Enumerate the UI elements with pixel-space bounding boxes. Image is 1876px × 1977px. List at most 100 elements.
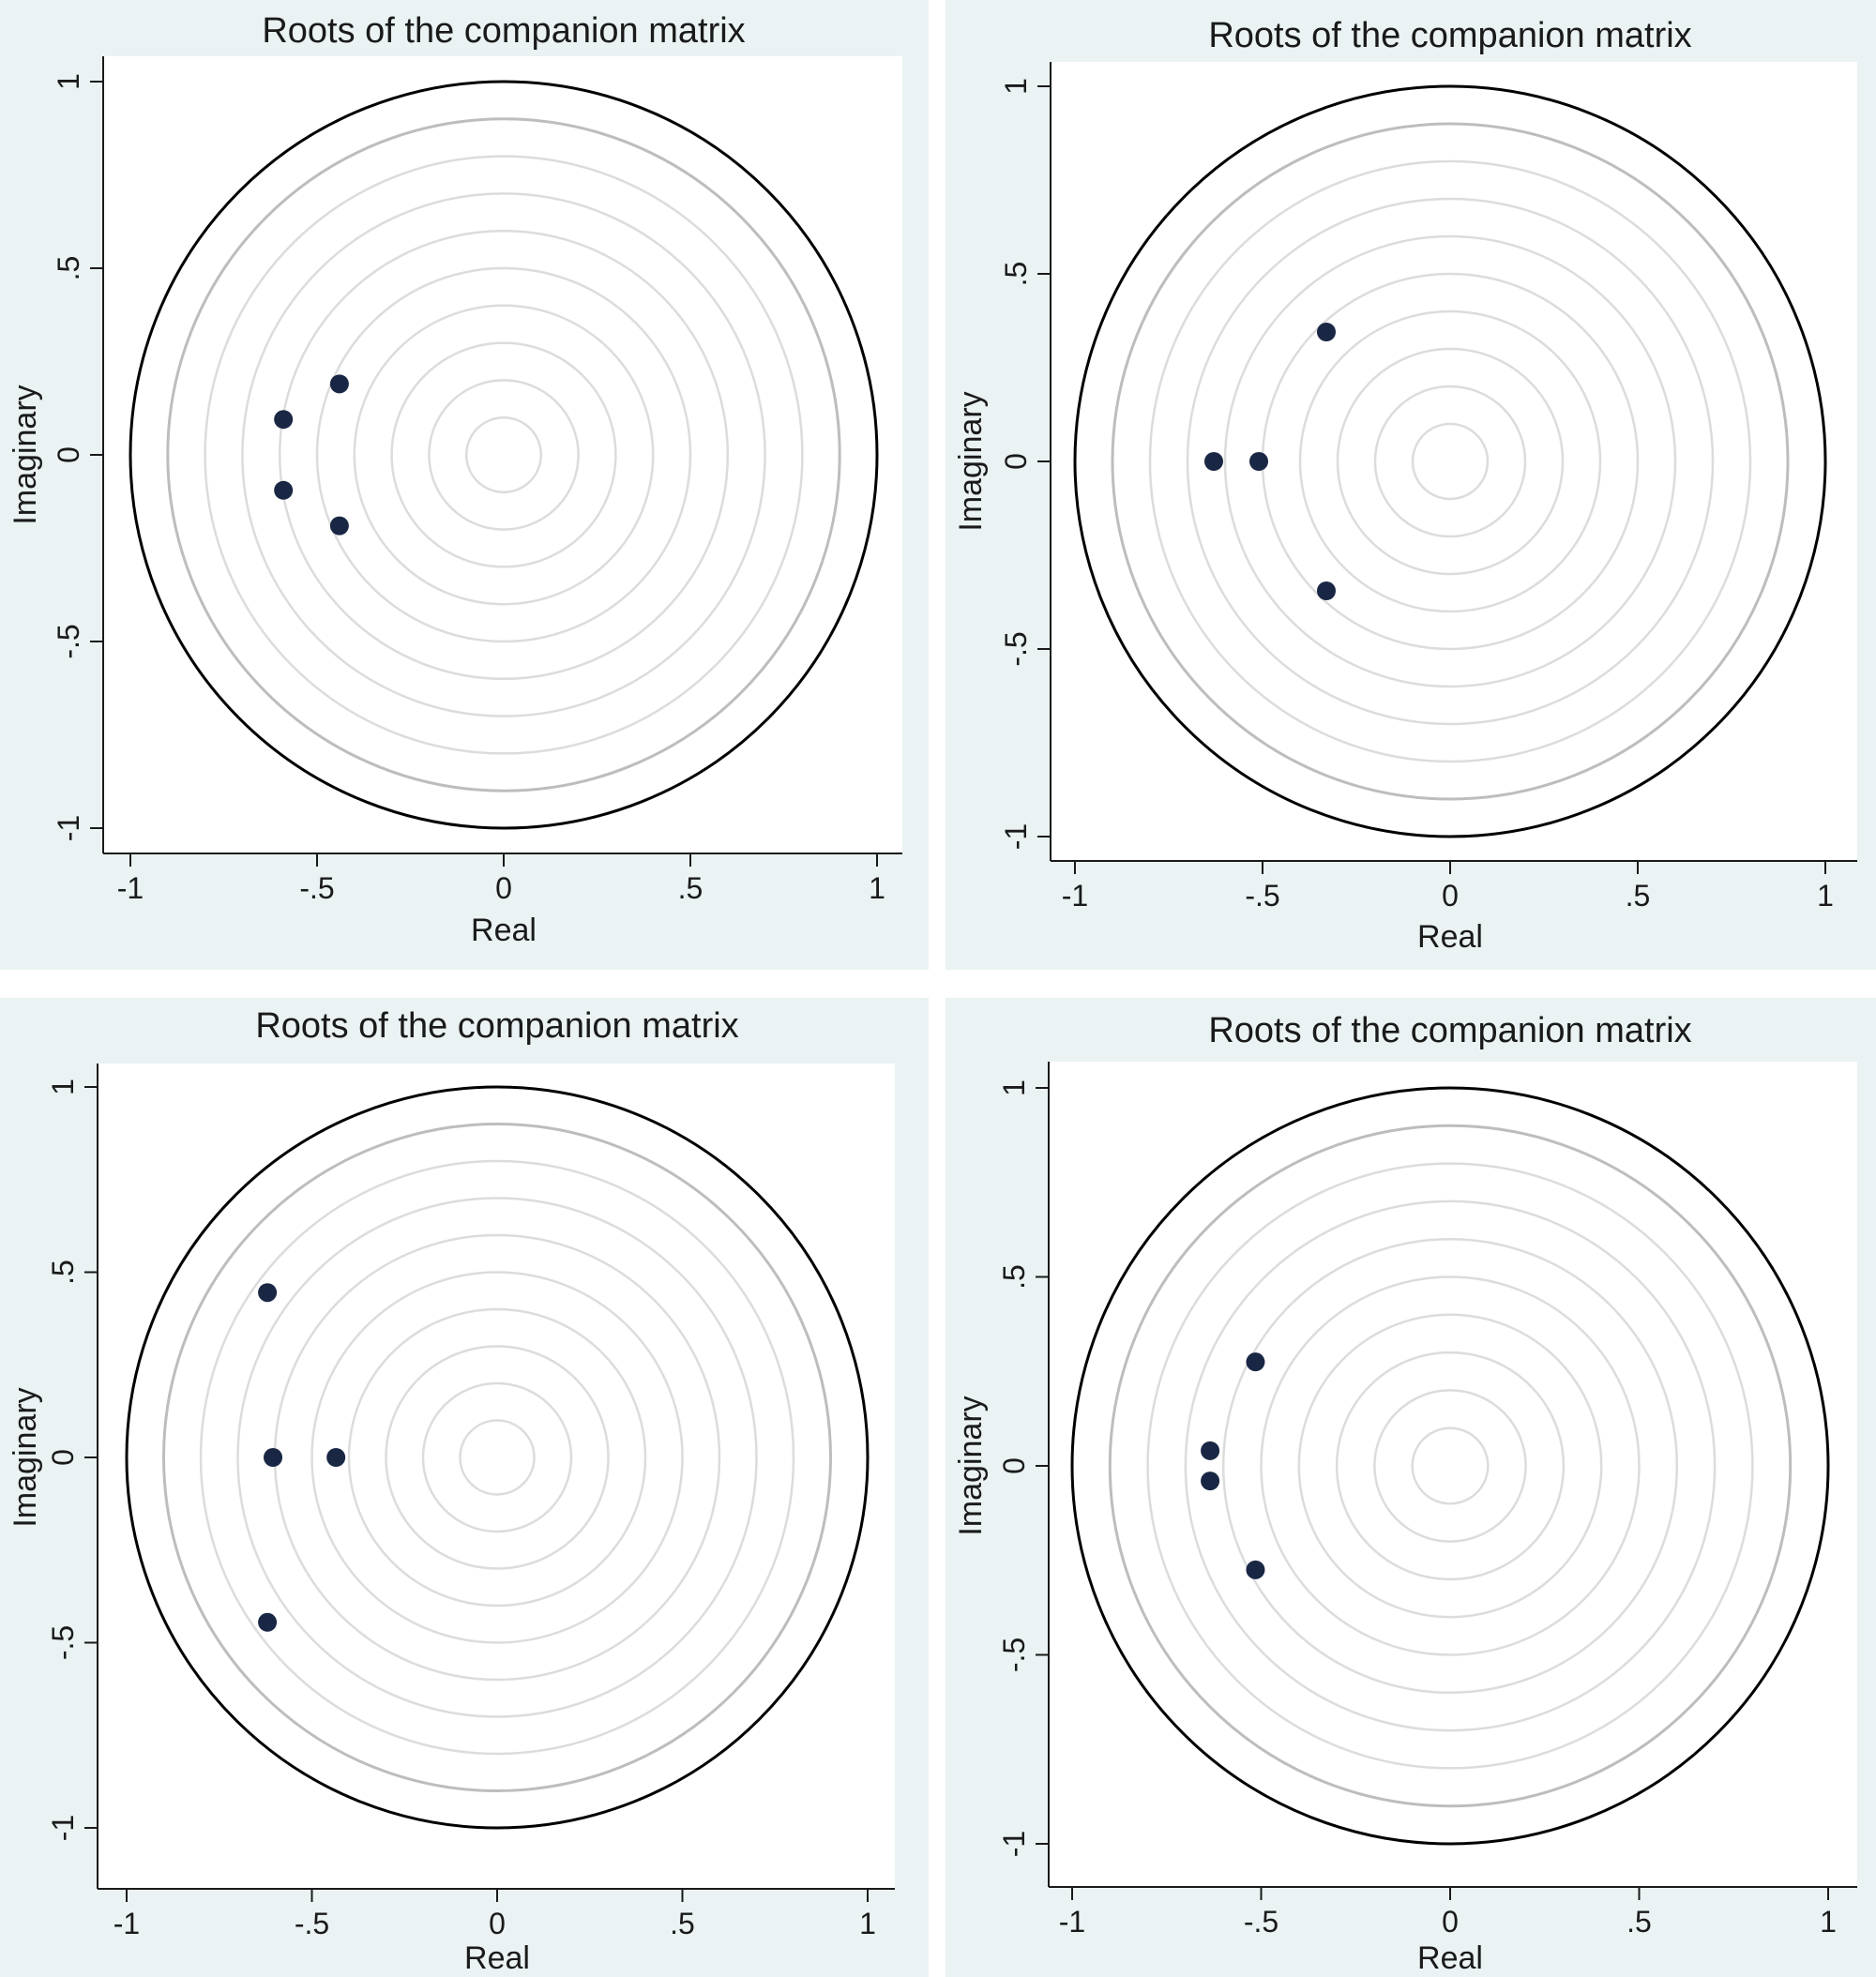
grid-circle (1373, 1389, 1527, 1543)
x-tick-label: 1 (869, 871, 885, 905)
y-tick-label: -1 (999, 823, 1033, 850)
grid-circle (353, 304, 655, 606)
grid-circle (385, 1345, 610, 1570)
unit-circle (129, 80, 879, 830)
plot-area (98, 1064, 895, 1889)
chart-svg-1: -1 -.5 0 .5 1 -1 -.5 0 .5 1 Roots of the companion… (8, 11, 902, 948)
chart-panel-2: -1 -.5 0 .5 1 -1 -.5 0 .5 1 Roots of the companion… (946, 0, 1876, 970)
grid-circle (1223, 234, 1677, 688)
root-point (258, 1612, 278, 1632)
y-tick-label: -.5 (999, 631, 1033, 666)
grid-circle (1184, 1200, 1717, 1732)
y-tick-label: -.5 (46, 1625, 80, 1660)
root-point (1249, 452, 1268, 471)
x-tick-label: 0 (1442, 1905, 1459, 1939)
grid-circle (315, 266, 692, 643)
grid-circle (347, 1307, 647, 1607)
unit-circle (1070, 1086, 1830, 1846)
y-tick-label: 0 (999, 453, 1033, 470)
grid-circle (204, 155, 804, 755)
x-tick-label: -1 (113, 1907, 140, 1940)
x-tick-label: -.5 (1245, 879, 1279, 913)
plot-area (103, 56, 902, 853)
y-axis-label: Imaginary (8, 385, 43, 524)
grid-circle (1297, 1313, 1603, 1619)
chart-title: Roots of the companion matrix (1208, 1011, 1691, 1050)
x-axis-label: Real (1417, 1940, 1483, 1976)
grid-circle (236, 1197, 758, 1718)
y-axis-label: Imaginary (8, 1387, 43, 1527)
grid-circle-outer (1108, 1124, 1793, 1808)
x-tick-label: -.5 (299, 871, 334, 905)
y-tick-label: .5 (997, 1264, 1031, 1290)
y-tick-label: 1 (999, 78, 1033, 95)
root-point (329, 516, 349, 536)
chart-title: Roots of the companion matrix (262, 11, 745, 51)
grid-circle (421, 1381, 573, 1533)
root-point (1201, 1471, 1220, 1491)
x-tick-label: -.5 (295, 1907, 329, 1940)
grid-circle (1186, 197, 1715, 726)
x-tick-label: .5 (670, 1907, 695, 1940)
x-tick-label: 0 (495, 871, 512, 905)
y-axis-label: Imaginary (953, 1396, 989, 1535)
grid-circle (241, 192, 766, 717)
chart-svg-3: -1 -.5 0 .5 1 -1 -.5 0 .5 1 Roots of the companion… (8, 1006, 895, 1976)
x-axis-label: Real (464, 1940, 530, 1976)
y-tick-label: 0 (997, 1457, 1031, 1474)
y-tick-label: 1 (46, 1079, 80, 1095)
root-point (274, 480, 294, 500)
y-tick-label: -.5 (52, 624, 85, 658)
unit-circle (1073, 84, 1827, 838)
root-point (1204, 452, 1223, 471)
y-tick-label: 1 (52, 73, 85, 90)
root-point (274, 410, 294, 430)
x-axis-label: Real (1417, 919, 1483, 955)
y-tick-label: -1 (997, 1831, 1031, 1857)
y-tick-label: -1 (52, 815, 85, 841)
y-axis-label: Imaginary (953, 391, 989, 531)
chart-panel-1: -1 -.5 0 .5 1 -1 -.5 0 .5 1 Roots of the companion… (0, 0, 929, 970)
x-tick-label: .5 (678, 871, 704, 905)
x-tick-label: -.5 (1244, 1905, 1278, 1939)
grid-circle (464, 415, 543, 494)
grid-circle-outer (166, 117, 841, 792)
grid-circle (1336, 347, 1565, 576)
grid-circle (278, 229, 730, 681)
x-tick-label: .5 (1626, 1905, 1652, 1939)
x-tick-label: 1 (859, 1907, 876, 1940)
grid-circle (199, 1159, 795, 1756)
grid-circle (1373, 385, 1527, 538)
root-point (1246, 1560, 1265, 1579)
grid-circle (1411, 422, 1490, 501)
grid-circle (1335, 1351, 1566, 1581)
x-tick-label: 1 (1817, 879, 1834, 913)
grid-circle (1221, 1237, 1679, 1695)
x-tick-label: 0 (1442, 879, 1459, 913)
x-tick-label: 1 (1820, 1905, 1837, 1939)
root-point (1246, 1352, 1265, 1372)
grid-circle (1298, 309, 1602, 613)
chart-title: Roots of the companion matrix (255, 1006, 738, 1046)
x-tick-label: .5 (1626, 879, 1651, 913)
root-point (1201, 1441, 1220, 1460)
grid-circle (1148, 159, 1752, 763)
y-tick-label: -.5 (997, 1637, 1031, 1672)
grid-circle (390, 341, 617, 568)
unit-circle (125, 1085, 870, 1830)
x-axis-label: Real (471, 913, 537, 948)
root-point (329, 374, 349, 394)
grid-circle (1411, 1426, 1490, 1505)
y-tick-label: .5 (46, 1260, 80, 1285)
chart-panel-3: -1 -.5 0 .5 1 -1 -.5 0 .5 1 Roots of the companion… (0, 998, 929, 1977)
root-point (1317, 323, 1336, 341)
y-tick-label: 0 (52, 446, 85, 463)
grid-circle (1146, 1162, 1754, 1770)
grid-circle-outer (1111, 122, 1790, 801)
y-tick-label: 0 (46, 1449, 80, 1466)
x-tick-label: -1 (117, 871, 144, 905)
y-tick-label: 1 (997, 1079, 1031, 1096)
root-point (258, 1283, 278, 1303)
chart-panel-4: -1 -.5 0 .5 1 -1 -.5 0 .5 1 Roots of the companion… (946, 998, 1876, 1977)
root-point (1317, 581, 1336, 600)
